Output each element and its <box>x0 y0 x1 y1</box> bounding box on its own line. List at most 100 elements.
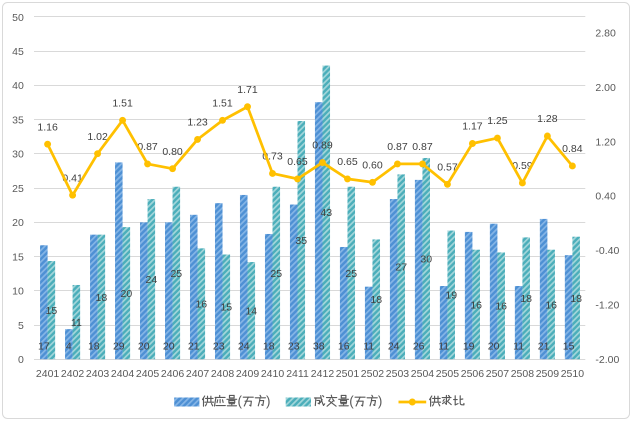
svg-text:0.41: 0.41 <box>62 172 83 184</box>
svg-text:1.23: 1.23 <box>187 117 208 129</box>
svg-text:1.28: 1.28 <box>537 113 558 125</box>
svg-text:1.16: 1.16 <box>37 121 58 133</box>
svg-text:2510: 2510 <box>561 368 585 380</box>
svg-text:2.00: 2.00 <box>595 82 616 94</box>
svg-text:11: 11 <box>71 317 82 329</box>
svg-text:35: 35 <box>295 235 307 247</box>
svg-text:(: ( <box>238 393 243 408</box>
svg-text:2410: 2410 <box>261 368 285 380</box>
svg-text:1.20: 1.20 <box>595 136 616 148</box>
svg-text:16: 16 <box>495 301 507 313</box>
svg-text:25: 25 <box>12 183 24 195</box>
svg-text:2503: 2503 <box>386 368 410 380</box>
svg-text:20: 20 <box>138 341 150 353</box>
svg-text:2403: 2403 <box>86 368 110 380</box>
svg-text:24: 24 <box>238 341 250 353</box>
svg-text:23: 23 <box>213 341 225 353</box>
svg-text:18: 18 <box>263 341 275 353</box>
svg-text:17: 17 <box>38 341 50 353</box>
svg-text:15: 15 <box>563 341 575 353</box>
svg-text:30: 30 <box>420 253 432 265</box>
svg-text:19: 19 <box>445 290 457 302</box>
svg-text:1.17: 1.17 <box>462 121 483 133</box>
svg-text:-2.00: -2.00 <box>595 354 619 366</box>
svg-text:16: 16 <box>470 299 482 311</box>
svg-text:2412: 2412 <box>311 368 335 380</box>
svg-text:30: 30 <box>12 149 24 161</box>
svg-text:11: 11 <box>363 341 374 353</box>
svg-text:0.57: 0.57 <box>437 161 458 173</box>
svg-text:0.87: 0.87 <box>412 141 433 153</box>
svg-text:2502: 2502 <box>361 368 385 380</box>
svg-text:): ) <box>266 393 270 408</box>
svg-text:26: 26 <box>413 341 425 353</box>
svg-text:18: 18 <box>96 292 108 304</box>
svg-text:19: 19 <box>463 341 475 353</box>
svg-text:0.87: 0.87 <box>137 141 158 153</box>
svg-text:2407: 2407 <box>186 368 210 380</box>
svg-text:0.84: 0.84 <box>562 143 583 155</box>
svg-text:0.80: 0.80 <box>162 146 183 158</box>
svg-text:2408: 2408 <box>211 368 235 380</box>
svg-text:18: 18 <box>88 341 100 353</box>
svg-text:(: ( <box>349 393 354 408</box>
svg-text:2402: 2402 <box>61 368 85 380</box>
svg-text:24: 24 <box>145 274 157 286</box>
svg-text:40: 40 <box>12 80 24 92</box>
svg-text:18: 18 <box>570 293 582 305</box>
svg-text:2505: 2505 <box>436 368 460 380</box>
svg-text:2.80: 2.80 <box>595 27 616 39</box>
svg-text:11: 11 <box>513 341 524 353</box>
svg-text:1.51: 1.51 <box>212 97 233 109</box>
svg-text:4: 4 <box>66 341 72 353</box>
svg-text:2405: 2405 <box>136 368 160 380</box>
svg-text:21: 21 <box>188 341 200 353</box>
svg-text:-0.40: -0.40 <box>595 245 619 257</box>
svg-text:35: 35 <box>12 114 24 126</box>
svg-text:2508: 2508 <box>511 368 535 380</box>
svg-text:0.87: 0.87 <box>387 141 408 153</box>
svg-text:0.60: 0.60 <box>362 159 383 171</box>
svg-text:18: 18 <box>370 294 382 306</box>
svg-text:0.65: 0.65 <box>287 156 308 168</box>
svg-text:0.40: 0.40 <box>595 191 616 203</box>
svg-text:2506: 2506 <box>461 368 485 380</box>
svg-text:2501: 2501 <box>336 368 360 380</box>
svg-text:10: 10 <box>12 286 24 298</box>
svg-text:0.59: 0.59 <box>512 160 533 172</box>
svg-text:1.51: 1.51 <box>112 97 133 109</box>
svg-text:20: 20 <box>488 341 500 353</box>
svg-text:50: 50 <box>12 12 24 24</box>
svg-text:14: 14 <box>245 305 257 317</box>
svg-text:): ) <box>378 393 382 408</box>
svg-text:15: 15 <box>12 251 24 263</box>
svg-text:45: 45 <box>12 46 24 58</box>
svg-text:25: 25 <box>170 268 182 280</box>
svg-text:2409: 2409 <box>236 368 260 380</box>
svg-text:2411: 2411 <box>286 368 309 380</box>
svg-text:23: 23 <box>288 341 300 353</box>
svg-text:2401: 2401 <box>36 368 60 380</box>
svg-text:15: 15 <box>46 305 58 317</box>
svg-text:27: 27 <box>395 262 407 274</box>
svg-text:2404: 2404 <box>111 368 135 380</box>
svg-text:1.25: 1.25 <box>487 115 508 127</box>
svg-text:25: 25 <box>270 268 282 280</box>
svg-text:0.65: 0.65 <box>337 156 358 168</box>
svg-text:43: 43 <box>320 207 332 219</box>
svg-text:21: 21 <box>538 341 550 353</box>
svg-text:20: 20 <box>120 288 132 300</box>
svg-text:2507: 2507 <box>486 368 510 380</box>
svg-text:1.02: 1.02 <box>87 131 108 143</box>
svg-text:2509: 2509 <box>536 368 560 380</box>
svg-text:2504: 2504 <box>411 368 435 380</box>
svg-text:29: 29 <box>113 341 125 353</box>
svg-text:-1.20: -1.20 <box>595 300 619 312</box>
svg-text:24: 24 <box>388 341 400 353</box>
svg-text:0: 0 <box>18 354 24 366</box>
svg-text:16: 16 <box>195 299 207 311</box>
svg-text:25: 25 <box>345 268 357 280</box>
svg-text:16: 16 <box>545 299 557 311</box>
svg-text:15: 15 <box>220 302 232 314</box>
svg-text:2406: 2406 <box>161 368 185 380</box>
